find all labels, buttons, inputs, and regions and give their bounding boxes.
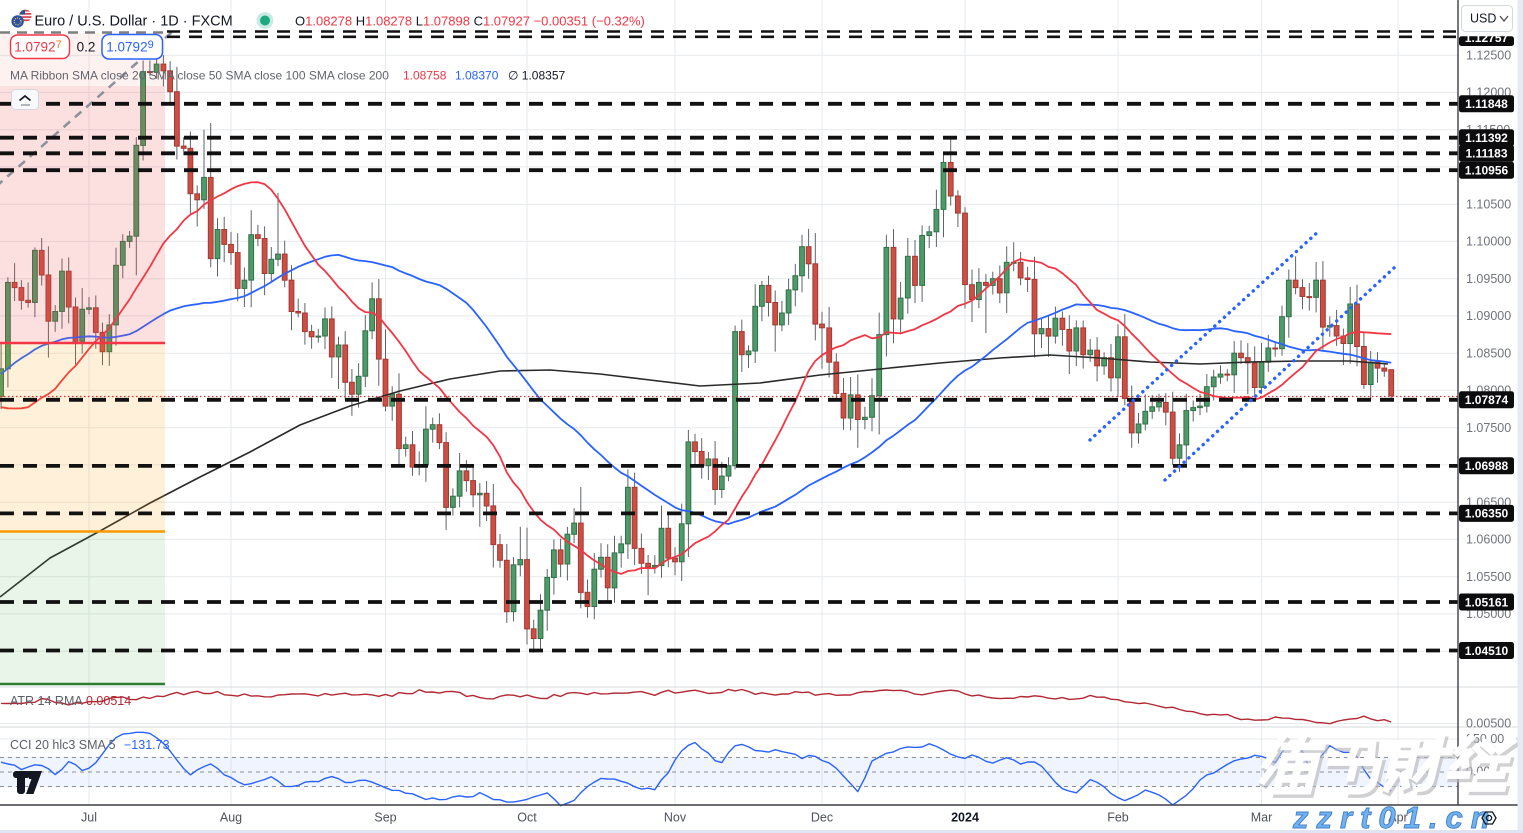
svg-text:2024: 2024 — [951, 811, 979, 825]
svg-text:0.00500: 0.00500 — [1466, 717, 1511, 731]
svg-text:1.07874: 1.07874 — [1465, 393, 1509, 407]
svg-text:ATR 14 RMA: ATR 14 RMA — [10, 694, 83, 708]
svg-text:1.06350: 1.06350 — [1465, 507, 1509, 521]
svg-text:Sep: Sep — [374, 811, 396, 825]
svg-text:1.06000: 1.06000 — [1466, 533, 1511, 547]
svg-text:Oct: Oct — [517, 811, 537, 825]
svg-text:Dec: Dec — [811, 811, 833, 825]
svg-text:1.06988: 1.06988 — [1465, 459, 1509, 473]
svg-text:USD: USD — [1470, 12, 1496, 26]
svg-text:O1.08278 H1.08278 L1.07898 C1.: O1.08278 H1.08278 L1.07898 C1.07927 −0.0… — [295, 14, 645, 29]
svg-text:1.10000: 1.10000 — [1466, 235, 1511, 249]
svg-text:1.05000: 1.05000 — [1466, 607, 1511, 621]
svg-text:Aug: Aug — [220, 811, 242, 825]
svg-text:∅ 1.08357: ∅ 1.08357 — [508, 69, 565, 83]
svg-text:0.00514: 0.00514 — [86, 694, 131, 708]
svg-text:1.10956: 1.10956 — [1465, 164, 1509, 178]
svg-text:1.05161: 1.05161 — [1465, 595, 1509, 609]
svg-text:1.12500: 1.12500 — [1466, 48, 1511, 62]
svg-text:Apr: Apr — [1388, 811, 1407, 825]
svg-text:1.05500: 1.05500 — [1466, 570, 1511, 584]
svg-text:Mar: Mar — [1251, 811, 1273, 825]
svg-text:Feb: Feb — [1107, 811, 1129, 825]
svg-text:1.04510: 1.04510 — [1465, 644, 1509, 658]
svg-text:1.12757: 1.12757 — [1465, 31, 1509, 45]
svg-text:1.11848: 1.11848 — [1465, 97, 1508, 111]
svg-text:1.08500: 1.08500 — [1466, 346, 1511, 360]
svg-text:Jul: Jul — [81, 811, 97, 825]
svg-text:1.08758: 1.08758 — [403, 69, 447, 83]
svg-text:1.11392: 1.11392 — [1465, 131, 1508, 145]
svg-text:1.09500: 1.09500 — [1466, 272, 1511, 286]
svg-text:1.08370: 1.08370 — [455, 69, 499, 83]
svg-text:1.11183: 1.11183 — [1465, 147, 1507, 161]
svg-text:MA Ribbon SMA close 20 SMA clo: MA Ribbon SMA close 20 SMA close 50 SMA … — [10, 69, 389, 83]
svg-text:−131.73: −131.73 — [124, 738, 170, 752]
svg-text:1.07927: 1.07927 — [14, 39, 61, 55]
svg-text:Euro / U.S. Dollar · 1D · FXCM: Euro / U.S. Dollar · 1D · FXCM — [35, 14, 233, 30]
svg-text:1.07929: 1.07929 — [106, 39, 153, 55]
svg-text:CCI 20 hlc3 SMA 5: CCI 20 hlc3 SMA 5 — [10, 738, 116, 752]
svg-text:Nov: Nov — [664, 811, 687, 825]
svg-text:1.09000: 1.09000 — [1466, 309, 1511, 323]
svg-text:1.10500: 1.10500 — [1466, 197, 1511, 211]
svg-text:zzrt01.cn: zzrt01.cn — [1292, 800, 1498, 833]
svg-text:1.07500: 1.07500 — [1466, 421, 1511, 435]
svg-text:0.2: 0.2 — [77, 40, 96, 55]
